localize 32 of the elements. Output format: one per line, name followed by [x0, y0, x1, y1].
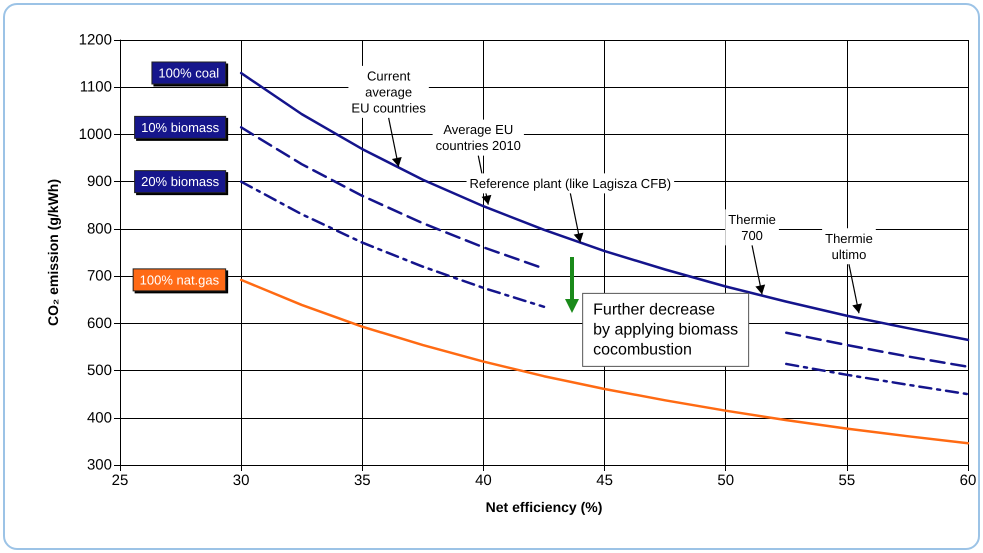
series-label: 10% biomass	[141, 120, 220, 135]
annotation: Thermie ultimo	[825, 230, 873, 262]
annotation: Further decrease by applying biomass cocombustion	[593, 301, 738, 358]
annotation: Average EU countries 2010	[436, 122, 521, 154]
y-tick-label: 600	[86, 314, 112, 332]
y-tick-label: 1200	[78, 32, 112, 48]
x-tick-label: 55	[838, 472, 856, 489]
y-tick-label: 500	[86, 362, 112, 380]
y-tick-label: 1000	[78, 126, 112, 143]
x-tick-label: 50	[717, 472, 734, 489]
x-axis-title: Net efficiency (%)	[486, 499, 602, 515]
x-tick-label: 60	[960, 472, 976, 489]
y-tick-label: 400	[86, 409, 112, 426]
y-tick-label: 1100	[80, 78, 112, 96]
annotation: Current average EU countries	[351, 68, 426, 116]
y-axis-title: CO₂ emission (g/kWh)	[45, 178, 61, 326]
x-tick-label: 25	[112, 472, 128, 489]
x-tick-label: 35	[354, 472, 371, 489]
line-series	[240, 278, 970, 445]
y-tick-label: 700	[86, 268, 112, 285]
annotation: Reference plant (like Lagisza CFB)	[470, 176, 672, 191]
x-tick-label: 40	[475, 472, 492, 489]
annotation: Thermie 700	[728, 212, 776, 243]
x-tick-label: 45	[596, 472, 613, 489]
y-tick-label: 300	[86, 456, 112, 474]
series-label: 20% biomass	[141, 174, 220, 190]
series-label: 100% nat.gas	[140, 272, 220, 288]
y-tick-label: 900	[86, 173, 112, 190]
series-label: 100% coal	[158, 66, 220, 81]
line-series	[240, 72, 970, 342]
y-tick-label: 800	[86, 220, 112, 238]
x-tick-label: 30	[232, 472, 250, 489]
